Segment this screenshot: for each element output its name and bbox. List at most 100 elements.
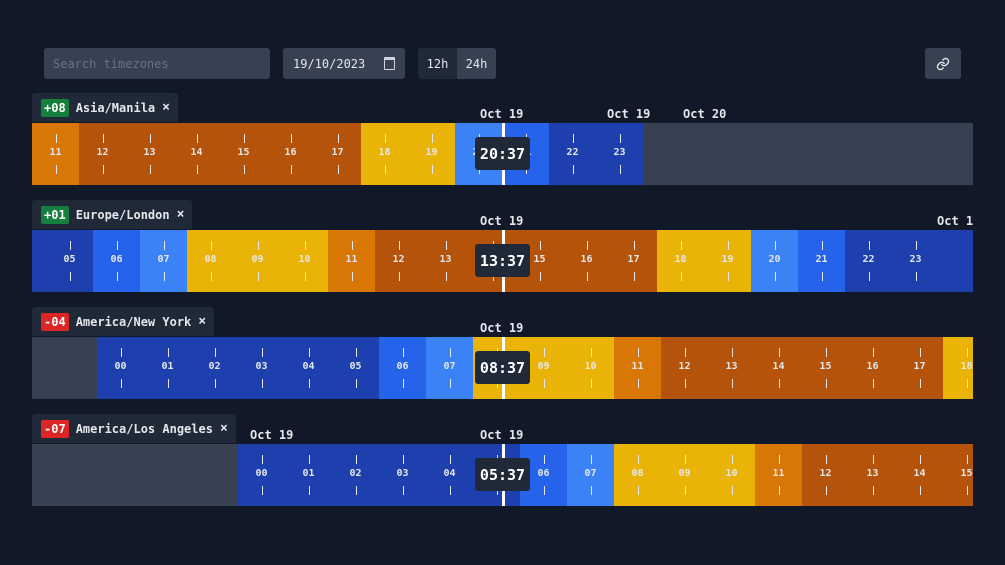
hour-cell[interactable] (661, 444, 708, 506)
hour-cell[interactable] (32, 123, 79, 185)
hour-cell[interactable] (943, 337, 973, 399)
hour-cell[interactable] (332, 444, 379, 506)
hour-cell[interactable] (332, 337, 379, 399)
hour-tick (591, 348, 592, 357)
hour-cell[interactable] (234, 230, 281, 292)
hour-cell[interactable] (46, 230, 93, 292)
hour-cell[interactable] (798, 230, 845, 292)
hour-cell[interactable] (285, 337, 332, 399)
hour-cell[interactable] (549, 123, 596, 185)
hour-cell[interactable] (849, 444, 896, 506)
hour-cell[interactable] (849, 337, 896, 399)
hour-cell[interactable] (755, 444, 802, 506)
hour-tick (591, 379, 592, 388)
hour-tick (432, 134, 433, 143)
hour-cell[interactable] (563, 230, 610, 292)
hour-cell[interactable] (802, 337, 849, 399)
hour-label: 08 (204, 254, 217, 265)
hour-cell[interactable] (755, 337, 802, 399)
hour-cell[interactable] (596, 123, 643, 185)
hour-cell[interactable] (379, 444, 426, 506)
hour-tick (587, 272, 588, 281)
hour-tick (775, 241, 776, 250)
date-picker[interactable]: 19/10/2023 (283, 48, 405, 79)
hour-cell[interactable] (314, 123, 361, 185)
hour-cell[interactable] (32, 230, 46, 292)
hour-cell[interactable] (610, 230, 657, 292)
hour-cell[interactable] (845, 230, 892, 292)
hour-cell[interactable] (704, 230, 751, 292)
remove-timezone-icon[interactable]: × (162, 100, 170, 115)
hour-cell[interactable] (567, 444, 614, 506)
format-24h-button[interactable]: 24h (457, 48, 496, 79)
hour-tick (309, 379, 310, 388)
hour-cell[interactable] (97, 337, 144, 399)
hour-label: 11 (345, 254, 358, 265)
hour-cell[interactable] (614, 444, 661, 506)
hour-tick (873, 455, 874, 464)
hour-cell[interactable] (173, 123, 220, 185)
hour-tick (732, 348, 733, 357)
hour-tick (920, 379, 921, 388)
hour-tick (775, 272, 776, 281)
hour-tick (450, 379, 451, 388)
hour-cell[interactable] (361, 123, 408, 185)
hour-cell[interactable] (657, 230, 704, 292)
date-value: 19/10/2023 (293, 56, 366, 71)
remove-timezone-icon[interactable]: × (198, 314, 207, 329)
hour-cell[interactable] (896, 337, 943, 399)
hour-cell[interactable] (892, 230, 939, 292)
hour-cell[interactable] (281, 230, 328, 292)
hour-cell[interactable] (375, 230, 422, 292)
hour-cell[interactable] (79, 123, 126, 185)
hour-tick (258, 272, 259, 281)
hour-tick (587, 241, 588, 250)
hour-cell[interactable] (144, 337, 191, 399)
hour-cell[interactable] (379, 337, 426, 399)
hour-tick (262, 486, 263, 495)
hour-cell[interactable] (939, 230, 973, 292)
date-label: Oct 19 (250, 428, 294, 442)
hour-cell[interactable] (408, 123, 455, 185)
hour-tick (356, 455, 357, 464)
calendar-icon[interactable] (384, 57, 395, 70)
hour-cell[interactable] (93, 230, 140, 292)
search-input[interactable] (44, 48, 270, 79)
timezone-tag: +08 Asia/Manila × (32, 93, 178, 122)
date-label: Oct 19 (480, 321, 524, 335)
hour-cell[interactable] (238, 444, 285, 506)
remove-timezone-icon[interactable]: × (219, 421, 228, 436)
format-12h-button[interactable]: 12h (418, 48, 457, 79)
offset-badge: -07 (41, 419, 69, 438)
hour-cell[interactable] (126, 123, 173, 185)
hour-cell[interactable] (896, 444, 943, 506)
offset-badge: +08 (41, 98, 69, 117)
hour-cell[interactable] (238, 337, 285, 399)
hour-cell[interactable] (567, 337, 614, 399)
hour-cell[interactable] (267, 123, 314, 185)
hour-cell[interactable] (614, 337, 661, 399)
hour-cell[interactable] (285, 444, 332, 506)
hour-cell[interactable] (426, 444, 473, 506)
hour-cell[interactable] (422, 230, 469, 292)
hour-label: 23 (613, 147, 626, 158)
hour-cell[interactable] (751, 230, 798, 292)
hour-label: 18 (960, 361, 973, 372)
share-link-button[interactable] (925, 48, 961, 79)
hour-cell[interactable] (191, 337, 238, 399)
remove-timezone-icon[interactable]: × (176, 207, 185, 222)
hour-cell[interactable] (708, 337, 755, 399)
hour-tick (685, 455, 686, 464)
hour-cell[interactable] (140, 230, 187, 292)
hour-cell[interactable] (661, 337, 708, 399)
hour-tick (150, 165, 151, 174)
date-label: Oct 19 (480, 214, 524, 228)
hour-cell[interactable] (328, 230, 375, 292)
hour-cell[interactable] (187, 230, 234, 292)
hour-cell[interactable] (708, 444, 755, 506)
hour-cell[interactable] (220, 123, 267, 185)
hour-cell[interactable] (802, 444, 849, 506)
hour-tick (117, 241, 118, 250)
hour-cell[interactable] (426, 337, 473, 399)
hour-cell[interactable] (943, 444, 973, 506)
